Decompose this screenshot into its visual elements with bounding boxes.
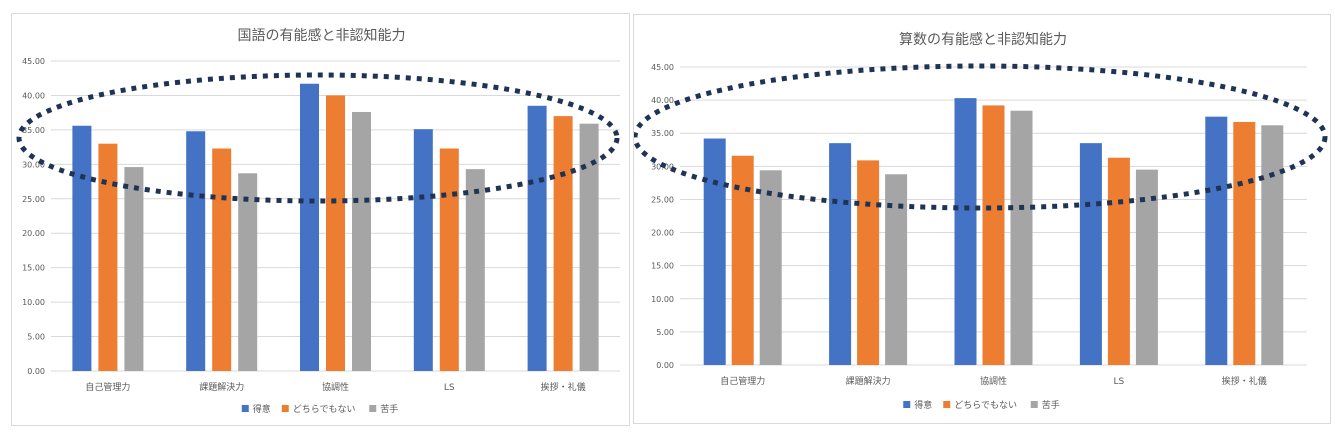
bar-dochira bbox=[326, 95, 345, 371]
legend-swatch-tokui bbox=[241, 405, 249, 412]
bar-tokui bbox=[703, 138, 726, 365]
bar-dochira bbox=[857, 160, 880, 365]
bar-dochira bbox=[982, 105, 1005, 366]
y-tick-label: 20.00 bbox=[22, 229, 45, 238]
bar-nigate bbox=[352, 111, 371, 371]
x-category-label: LS bbox=[1114, 377, 1125, 387]
y-tick-label: 40.00 bbox=[651, 96, 674, 105]
bar-dochira bbox=[212, 148, 232, 371]
chart-svg-kokugo: 国語の有能感と非認知能力 0.00 5.00 10.00 15.00 20.00 25.00… bbox=[16, 27, 620, 415]
x-category-label: 協調性 bbox=[322, 381, 349, 393]
bar-dochira bbox=[553, 116, 573, 371]
y-tick-label: 15.00 bbox=[22, 264, 45, 273]
x-category-label: 挨拶・礼儀 bbox=[541, 381, 586, 393]
x-category-label: 自己管理力 bbox=[720, 375, 765, 387]
legend-label-dochira: どちらでもない bbox=[954, 400, 1017, 411]
bar-tokui bbox=[300, 83, 319, 371]
bar-tokui bbox=[1205, 116, 1228, 366]
y-tick-label: 10.00 bbox=[22, 298, 45, 307]
bar-dochira bbox=[439, 148, 459, 371]
x-category-label: 協調性 bbox=[980, 375, 1007, 387]
legend: 得意 どちらでもない 苦手 bbox=[241, 403, 398, 415]
legend: 得意 どちらでもない 苦手 bbox=[903, 399, 1060, 411]
legend-swatch-nigate bbox=[1030, 401, 1038, 408]
y-tick-label: 10.00 bbox=[651, 295, 674, 304]
y-tick-label: 30.00 bbox=[22, 160, 45, 169]
y-tick-label: 5.00 bbox=[27, 333, 45, 342]
chart-panel-sansu: 算数の有能感と非認知能力 0.00 5.00 10.00 15.00 20.00 25.00… bbox=[633, 14, 1331, 424]
legend-label-nigate: 苦手 bbox=[1042, 399, 1060, 411]
y-tick-label: 35.00 bbox=[651, 129, 674, 138]
legend-swatch-dochira bbox=[943, 401, 951, 408]
bar-tokui bbox=[829, 143, 852, 365]
bar-nigate bbox=[885, 174, 908, 365]
bar-tokui bbox=[186, 131, 206, 371]
chart-svg-sansu: 算数の有能感と非認知能力 0.00 5.00 10.00 15.00 20.00 25.00… bbox=[634, 31, 1328, 411]
bar-nigate bbox=[465, 169, 485, 371]
x-category-label: 課題解決力 bbox=[199, 381, 244, 393]
chart-panel-kokugo: 国語の有能感と非認知能力 0.00 5.00 10.00 15.00 20.00 25.00… bbox=[11, 13, 630, 426]
y-tick-label: 0.00 bbox=[656, 361, 674, 370]
bar-dochira bbox=[731, 155, 754, 365]
chart-title: 算数の有能感と非認知能力 bbox=[899, 31, 1067, 48]
bar-nigate bbox=[124, 167, 144, 371]
highlight-ellipse bbox=[16, 72, 620, 204]
legend-swatch-tokui bbox=[903, 401, 911, 408]
y-tick-label: 25.00 bbox=[651, 195, 674, 204]
bar-tokui bbox=[1079, 143, 1102, 365]
bar-dochira bbox=[98, 143, 118, 371]
bar-nigate bbox=[238, 173, 258, 371]
bar-nigate bbox=[759, 170, 782, 365]
legend-label-tokui: 得意 bbox=[253, 403, 271, 415]
bar-dochira bbox=[1107, 157, 1130, 365]
legend-swatch-dochira bbox=[281, 405, 289, 412]
bar-tokui bbox=[72, 125, 92, 371]
highlight-ellipse bbox=[634, 63, 1328, 211]
bar-dochira bbox=[1233, 121, 1256, 365]
bar-nigate bbox=[1135, 169, 1158, 365]
legend-swatch-nigate bbox=[369, 405, 377, 412]
y-tick-label: 45.00 bbox=[22, 57, 45, 66]
bar-tokui bbox=[527, 105, 547, 372]
y-tick-label: 5.00 bbox=[656, 328, 674, 337]
x-category-label: 自己管理力 bbox=[85, 381, 130, 393]
legend-label-tokui: 得意 bbox=[914, 399, 932, 411]
y-tick-label: 20.00 bbox=[651, 229, 674, 238]
x-category-label: LS bbox=[444, 383, 455, 393]
y-tick-label: 40.00 bbox=[22, 91, 45, 100]
y-tick-label: 35.00 bbox=[22, 126, 45, 135]
y-tick-label: 25.00 bbox=[22, 195, 45, 204]
y-tick-label: 0.00 bbox=[27, 367, 45, 376]
y-tick-label: 45.00 bbox=[651, 63, 674, 72]
bar-nigate bbox=[579, 123, 599, 371]
bar-tokui bbox=[954, 98, 977, 365]
legend-label-dochira: どちらでもない bbox=[293, 404, 356, 415]
legend-label-nigate: 苦手 bbox=[380, 403, 398, 415]
x-category-label: 課題解決力 bbox=[846, 375, 891, 387]
y-tick-label: 15.00 bbox=[651, 262, 674, 271]
bar-nigate bbox=[1010, 110, 1033, 365]
x-category-label: 挨拶・礼儀 bbox=[1222, 375, 1267, 387]
bar-nigate bbox=[1261, 125, 1284, 365]
bar-tokui bbox=[413, 129, 433, 371]
chart-title: 国語の有能感と非認知能力 bbox=[238, 27, 406, 44]
